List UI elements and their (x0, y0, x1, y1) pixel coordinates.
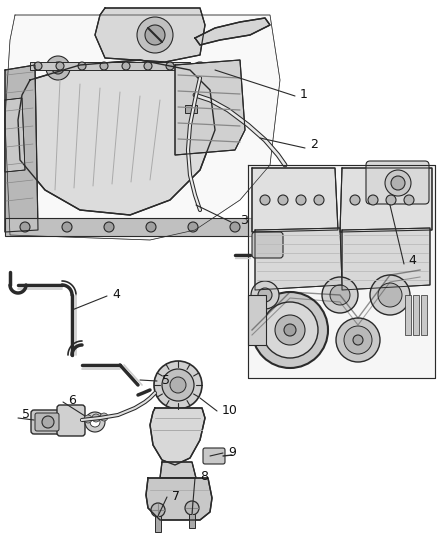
Circle shape (78, 62, 86, 70)
Bar (185, 105, 197, 113)
Circle shape (144, 62, 152, 70)
Circle shape (385, 170, 411, 196)
Circle shape (262, 302, 318, 358)
Bar (405, 295, 411, 335)
Circle shape (378, 283, 402, 307)
Circle shape (391, 176, 405, 190)
Circle shape (353, 335, 363, 345)
Circle shape (162, 369, 194, 401)
Circle shape (192, 62, 208, 78)
Circle shape (85, 412, 105, 432)
Circle shape (137, 17, 173, 53)
Circle shape (146, 222, 156, 232)
Circle shape (275, 315, 305, 345)
Circle shape (104, 222, 114, 232)
Polygon shape (195, 18, 270, 45)
Circle shape (100, 62, 108, 70)
Bar (421, 295, 427, 335)
Polygon shape (18, 60, 215, 215)
Polygon shape (252, 168, 338, 232)
Circle shape (278, 195, 288, 205)
Circle shape (196, 66, 204, 74)
Circle shape (90, 417, 100, 427)
Text: 7: 7 (172, 489, 180, 503)
Circle shape (100, 413, 108, 421)
Bar (155, 516, 161, 532)
Polygon shape (5, 15, 280, 240)
Circle shape (350, 195, 360, 205)
Circle shape (368, 195, 378, 205)
Circle shape (20, 222, 30, 232)
Text: 3: 3 (240, 214, 248, 227)
Bar (189, 514, 195, 528)
Text: 8: 8 (200, 470, 208, 482)
Circle shape (251, 281, 279, 309)
FancyBboxPatch shape (57, 405, 85, 436)
FancyBboxPatch shape (35, 413, 59, 431)
Circle shape (260, 195, 270, 205)
Circle shape (154, 361, 202, 409)
Circle shape (185, 501, 199, 515)
Circle shape (188, 222, 198, 232)
Bar (248, 295, 266, 345)
Polygon shape (175, 60, 245, 155)
Circle shape (336, 318, 380, 362)
FancyBboxPatch shape (203, 448, 225, 464)
Circle shape (122, 62, 130, 70)
Circle shape (252, 292, 328, 368)
Circle shape (230, 222, 240, 232)
Text: 6: 6 (68, 393, 76, 407)
Circle shape (284, 324, 296, 336)
Polygon shape (95, 8, 205, 62)
Polygon shape (340, 168, 432, 232)
Circle shape (198, 86, 212, 100)
Circle shape (42, 416, 54, 428)
Polygon shape (150, 408, 205, 465)
FancyBboxPatch shape (366, 161, 429, 204)
Circle shape (151, 503, 165, 517)
Circle shape (170, 377, 186, 393)
Polygon shape (342, 228, 430, 290)
Polygon shape (248, 165, 435, 378)
Text: 2: 2 (310, 139, 318, 151)
Polygon shape (160, 462, 196, 478)
FancyBboxPatch shape (31, 410, 65, 434)
Text: 1: 1 (300, 88, 308, 101)
Circle shape (166, 62, 174, 70)
FancyBboxPatch shape (252, 232, 283, 258)
Text: 5: 5 (22, 408, 30, 422)
Circle shape (330, 285, 350, 305)
Polygon shape (5, 65, 38, 232)
Circle shape (46, 56, 70, 80)
Text: 10: 10 (222, 403, 238, 416)
Bar (5, 218, 275, 236)
Polygon shape (255, 228, 342, 290)
Circle shape (84, 415, 92, 423)
Polygon shape (5, 98, 25, 172)
Circle shape (62, 222, 72, 232)
Circle shape (296, 195, 306, 205)
Text: 9: 9 (228, 446, 236, 458)
Circle shape (370, 275, 410, 315)
Bar (30, 62, 190, 70)
Text: 4: 4 (112, 288, 120, 302)
Circle shape (258, 288, 272, 302)
Text: 4: 4 (408, 254, 416, 266)
Circle shape (52, 62, 64, 74)
Circle shape (314, 195, 324, 205)
Circle shape (386, 195, 396, 205)
Circle shape (34, 62, 42, 70)
Polygon shape (146, 478, 212, 520)
Circle shape (92, 414, 100, 422)
Text: 5: 5 (162, 374, 170, 386)
Circle shape (145, 25, 165, 45)
Circle shape (404, 195, 414, 205)
Circle shape (322, 277, 358, 313)
Bar (413, 295, 419, 335)
Circle shape (344, 326, 372, 354)
Circle shape (56, 62, 64, 70)
